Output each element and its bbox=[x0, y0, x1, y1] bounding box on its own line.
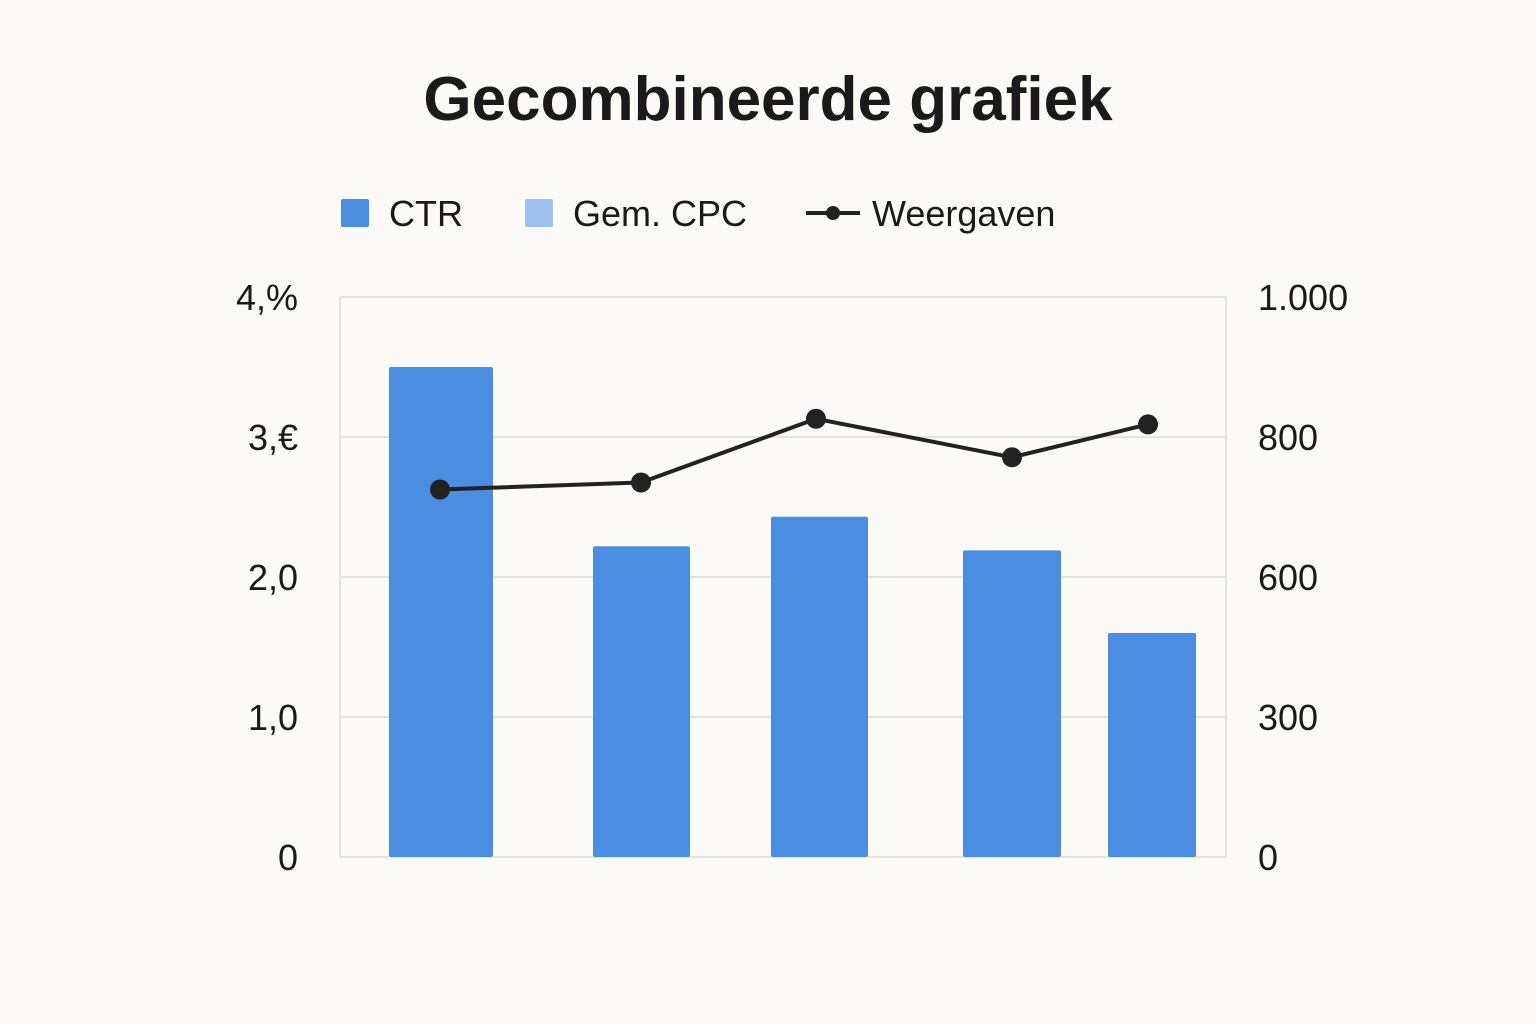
weergaven-point bbox=[1138, 414, 1158, 435]
weergaven-polyline bbox=[439, 416, 1149, 492]
left-axis: 0 1,0 2,0 3,€ 4,% bbox=[236, 277, 298, 878]
right-axis: 0 300 600 800 1.000 bbox=[1258, 277, 1348, 878]
legend-dot bbox=[826, 206, 840, 220]
weergaven-point bbox=[806, 408, 826, 429]
chart-title: Gecombineerde grafiek bbox=[423, 65, 1113, 134]
ctr-bar bbox=[963, 550, 1061, 857]
weergaven-point bbox=[1002, 447, 1022, 468]
right-tick-label: 300 bbox=[1258, 697, 1318, 738]
left-tick-label: 1,0 bbox=[248, 697, 298, 738]
ctr-bar bbox=[771, 516, 868, 857]
right-tick-label: 800 bbox=[1258, 417, 1318, 458]
legend-swatch bbox=[525, 199, 553, 227]
weergaven-point bbox=[631, 472, 651, 493]
weergaven-point bbox=[430, 479, 450, 500]
legend-label: CTR bbox=[389, 193, 463, 234]
legend: CTR Gem. CPC Weergaven bbox=[341, 193, 1055, 234]
legend-swatch bbox=[341, 199, 369, 227]
left-tick-label: 0 bbox=[278, 837, 298, 878]
right-tick-label: 0 bbox=[1258, 837, 1278, 878]
weergaven-line bbox=[430, 408, 1158, 500]
legend-label: Gem. CPC bbox=[573, 193, 747, 234]
left-tick-label: 3,€ bbox=[248, 417, 298, 458]
ctr-bar bbox=[1108, 633, 1196, 857]
right-tick-label: 600 bbox=[1258, 557, 1318, 598]
right-tick-label: 1.000 bbox=[1258, 277, 1348, 318]
left-tick-label: 4,% bbox=[236, 277, 298, 318]
ctr-bar bbox=[593, 546, 690, 857]
left-tick-label: 2,0 bbox=[248, 557, 298, 598]
legend-label: Weergaven bbox=[872, 193, 1055, 234]
ctr-bar bbox=[389, 367, 493, 857]
